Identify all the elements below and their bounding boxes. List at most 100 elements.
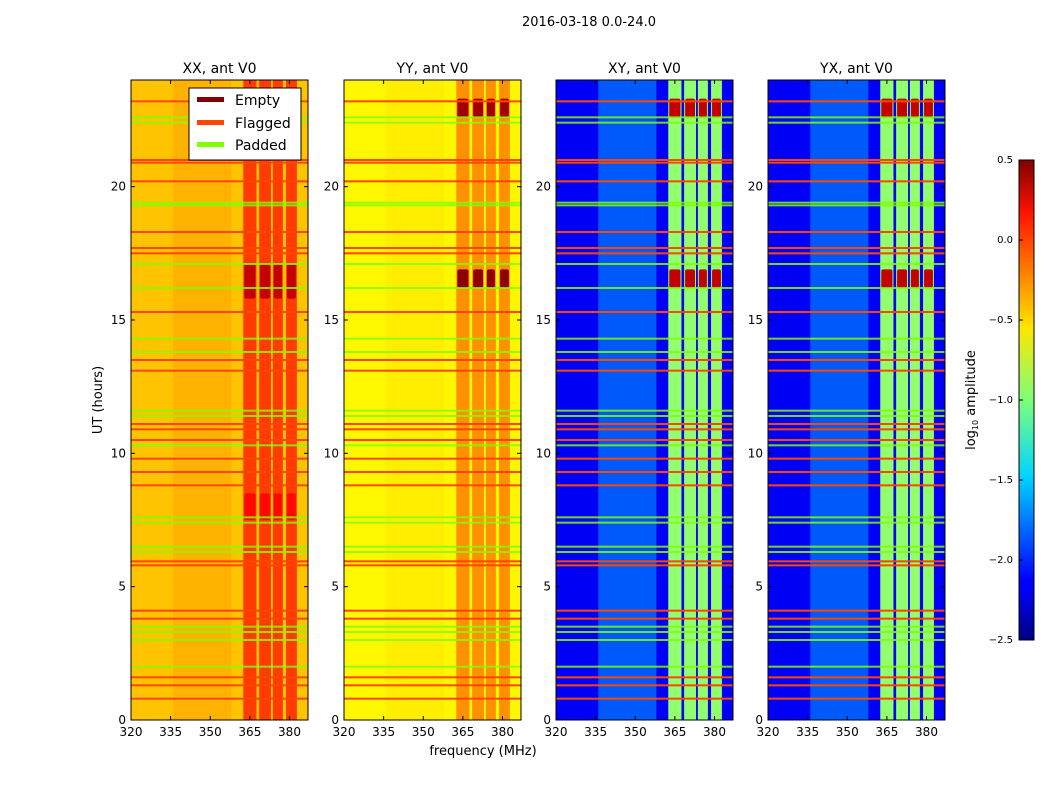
padded-row — [131, 201, 308, 204]
axes-frame — [343, 79, 522, 721]
flagged-row — [768, 359, 945, 361]
y-tick-label: 10 — [748, 446, 763, 460]
flagged-row — [344, 369, 521, 372]
flagged-row — [768, 247, 945, 249]
padded-row — [344, 516, 521, 519]
flagged-row — [131, 428, 308, 431]
heatmap-hot-spot — [910, 269, 919, 288]
flagged-row — [556, 617, 733, 620]
flagged-row — [131, 231, 308, 233]
flagged-row — [344, 423, 521, 425]
heatmap-hot-spot — [712, 98, 721, 118]
padded-row — [768, 337, 945, 340]
padded-row — [131, 444, 308, 447]
flagged-row — [344, 100, 521, 103]
x-tick-label: 365 — [663, 725, 686, 739]
padded-row — [131, 665, 308, 668]
padded-row — [556, 545, 733, 548]
flagged-row — [556, 684, 733, 687]
x-tick-label: 335 — [372, 725, 395, 739]
flagged-row — [556, 359, 733, 361]
x-tick-label: 380 — [915, 725, 938, 739]
padded-row — [768, 516, 945, 519]
flagged-row — [768, 252, 945, 255]
axes-frame — [130, 79, 309, 721]
axes-frame — [555, 79, 734, 721]
padded-row — [131, 639, 308, 641]
flagged-row — [768, 564, 945, 567]
padded-row — [556, 263, 733, 265]
padded-row — [344, 337, 521, 340]
padded-row — [131, 337, 308, 340]
padded-row — [768, 444, 945, 447]
padded-row — [556, 415, 733, 417]
padded-row — [344, 263, 521, 265]
heatmap-hot-spot — [698, 269, 707, 288]
heatmap-hot-spot — [712, 269, 721, 288]
flagged-row — [344, 161, 521, 164]
heatmap-band — [243, 80, 257, 720]
heatmap-hot-spot — [910, 98, 919, 118]
flagged-row — [556, 560, 733, 563]
flagged-row — [131, 684, 308, 687]
colorbar-tick-label: −1.0 — [989, 395, 1013, 406]
padded-row — [131, 625, 308, 628]
flagged-row — [344, 231, 521, 233]
padded-row — [768, 116, 945, 119]
padded-row — [344, 415, 521, 417]
heatmap-mid-region — [173, 80, 232, 720]
padded-row — [344, 121, 521, 124]
flagged-row — [768, 439, 945, 441]
flagged-row — [131, 161, 308, 164]
padded-row — [768, 551, 945, 553]
flagged-row — [131, 247, 308, 249]
padded-row — [768, 665, 945, 668]
flagged-row — [768, 369, 945, 372]
y-tick-label: 0 — [331, 713, 339, 727]
flagged-row — [556, 161, 733, 164]
x-axis-label: frequency (MHz) — [429, 744, 536, 759]
flagged-row — [768, 428, 945, 431]
padded-row — [344, 351, 521, 353]
flagged-row — [768, 311, 945, 313]
heatmap-band — [684, 80, 697, 720]
heatmap-hot-spot — [881, 98, 893, 118]
axes-frame — [767, 79, 946, 721]
flagged-row — [131, 617, 308, 620]
padded-row — [131, 351, 308, 353]
y-tick-label: 0 — [543, 713, 551, 727]
y-tick-label: 15 — [111, 313, 126, 327]
heatmap-hot-spot — [260, 264, 271, 299]
x-tick-label: 350 — [836, 725, 859, 739]
flagged-row — [556, 159, 733, 161]
flagged-row — [556, 439, 733, 441]
heatmap-band — [909, 80, 920, 720]
padded-row — [556, 201, 733, 204]
heatmap-hot-spot — [273, 493, 282, 520]
flagged-row — [768, 423, 945, 425]
padded-row — [768, 521, 945, 524]
heatmap-hot-spot — [924, 98, 933, 118]
flagged-row — [344, 676, 521, 679]
flagged-row — [768, 617, 945, 620]
padded-row — [768, 201, 945, 204]
legend-label-padded: Padded — [235, 138, 287, 154]
heatmap-band — [456, 80, 470, 720]
flagged-row — [131, 471, 308, 473]
flagged-row — [131, 676, 308, 679]
y-tick-label: 20 — [324, 180, 339, 194]
y-tick-label: 10 — [536, 446, 551, 460]
y-tick-label: 15 — [536, 313, 551, 327]
padded-row — [768, 263, 945, 265]
heatmap-hot-spot — [287, 264, 296, 299]
flagged-row — [131, 423, 308, 425]
flagged-row — [556, 247, 733, 249]
x-tick-label: 320 — [757, 725, 780, 739]
x-tick-label: 335 — [584, 725, 607, 739]
padded-row — [768, 121, 945, 124]
flagged-row — [556, 457, 733, 460]
flagged-row — [768, 100, 945, 103]
flagged-row — [556, 609, 733, 612]
colorbar-label: log10 amplitude — [964, 350, 980, 450]
flagged-row — [344, 311, 521, 313]
